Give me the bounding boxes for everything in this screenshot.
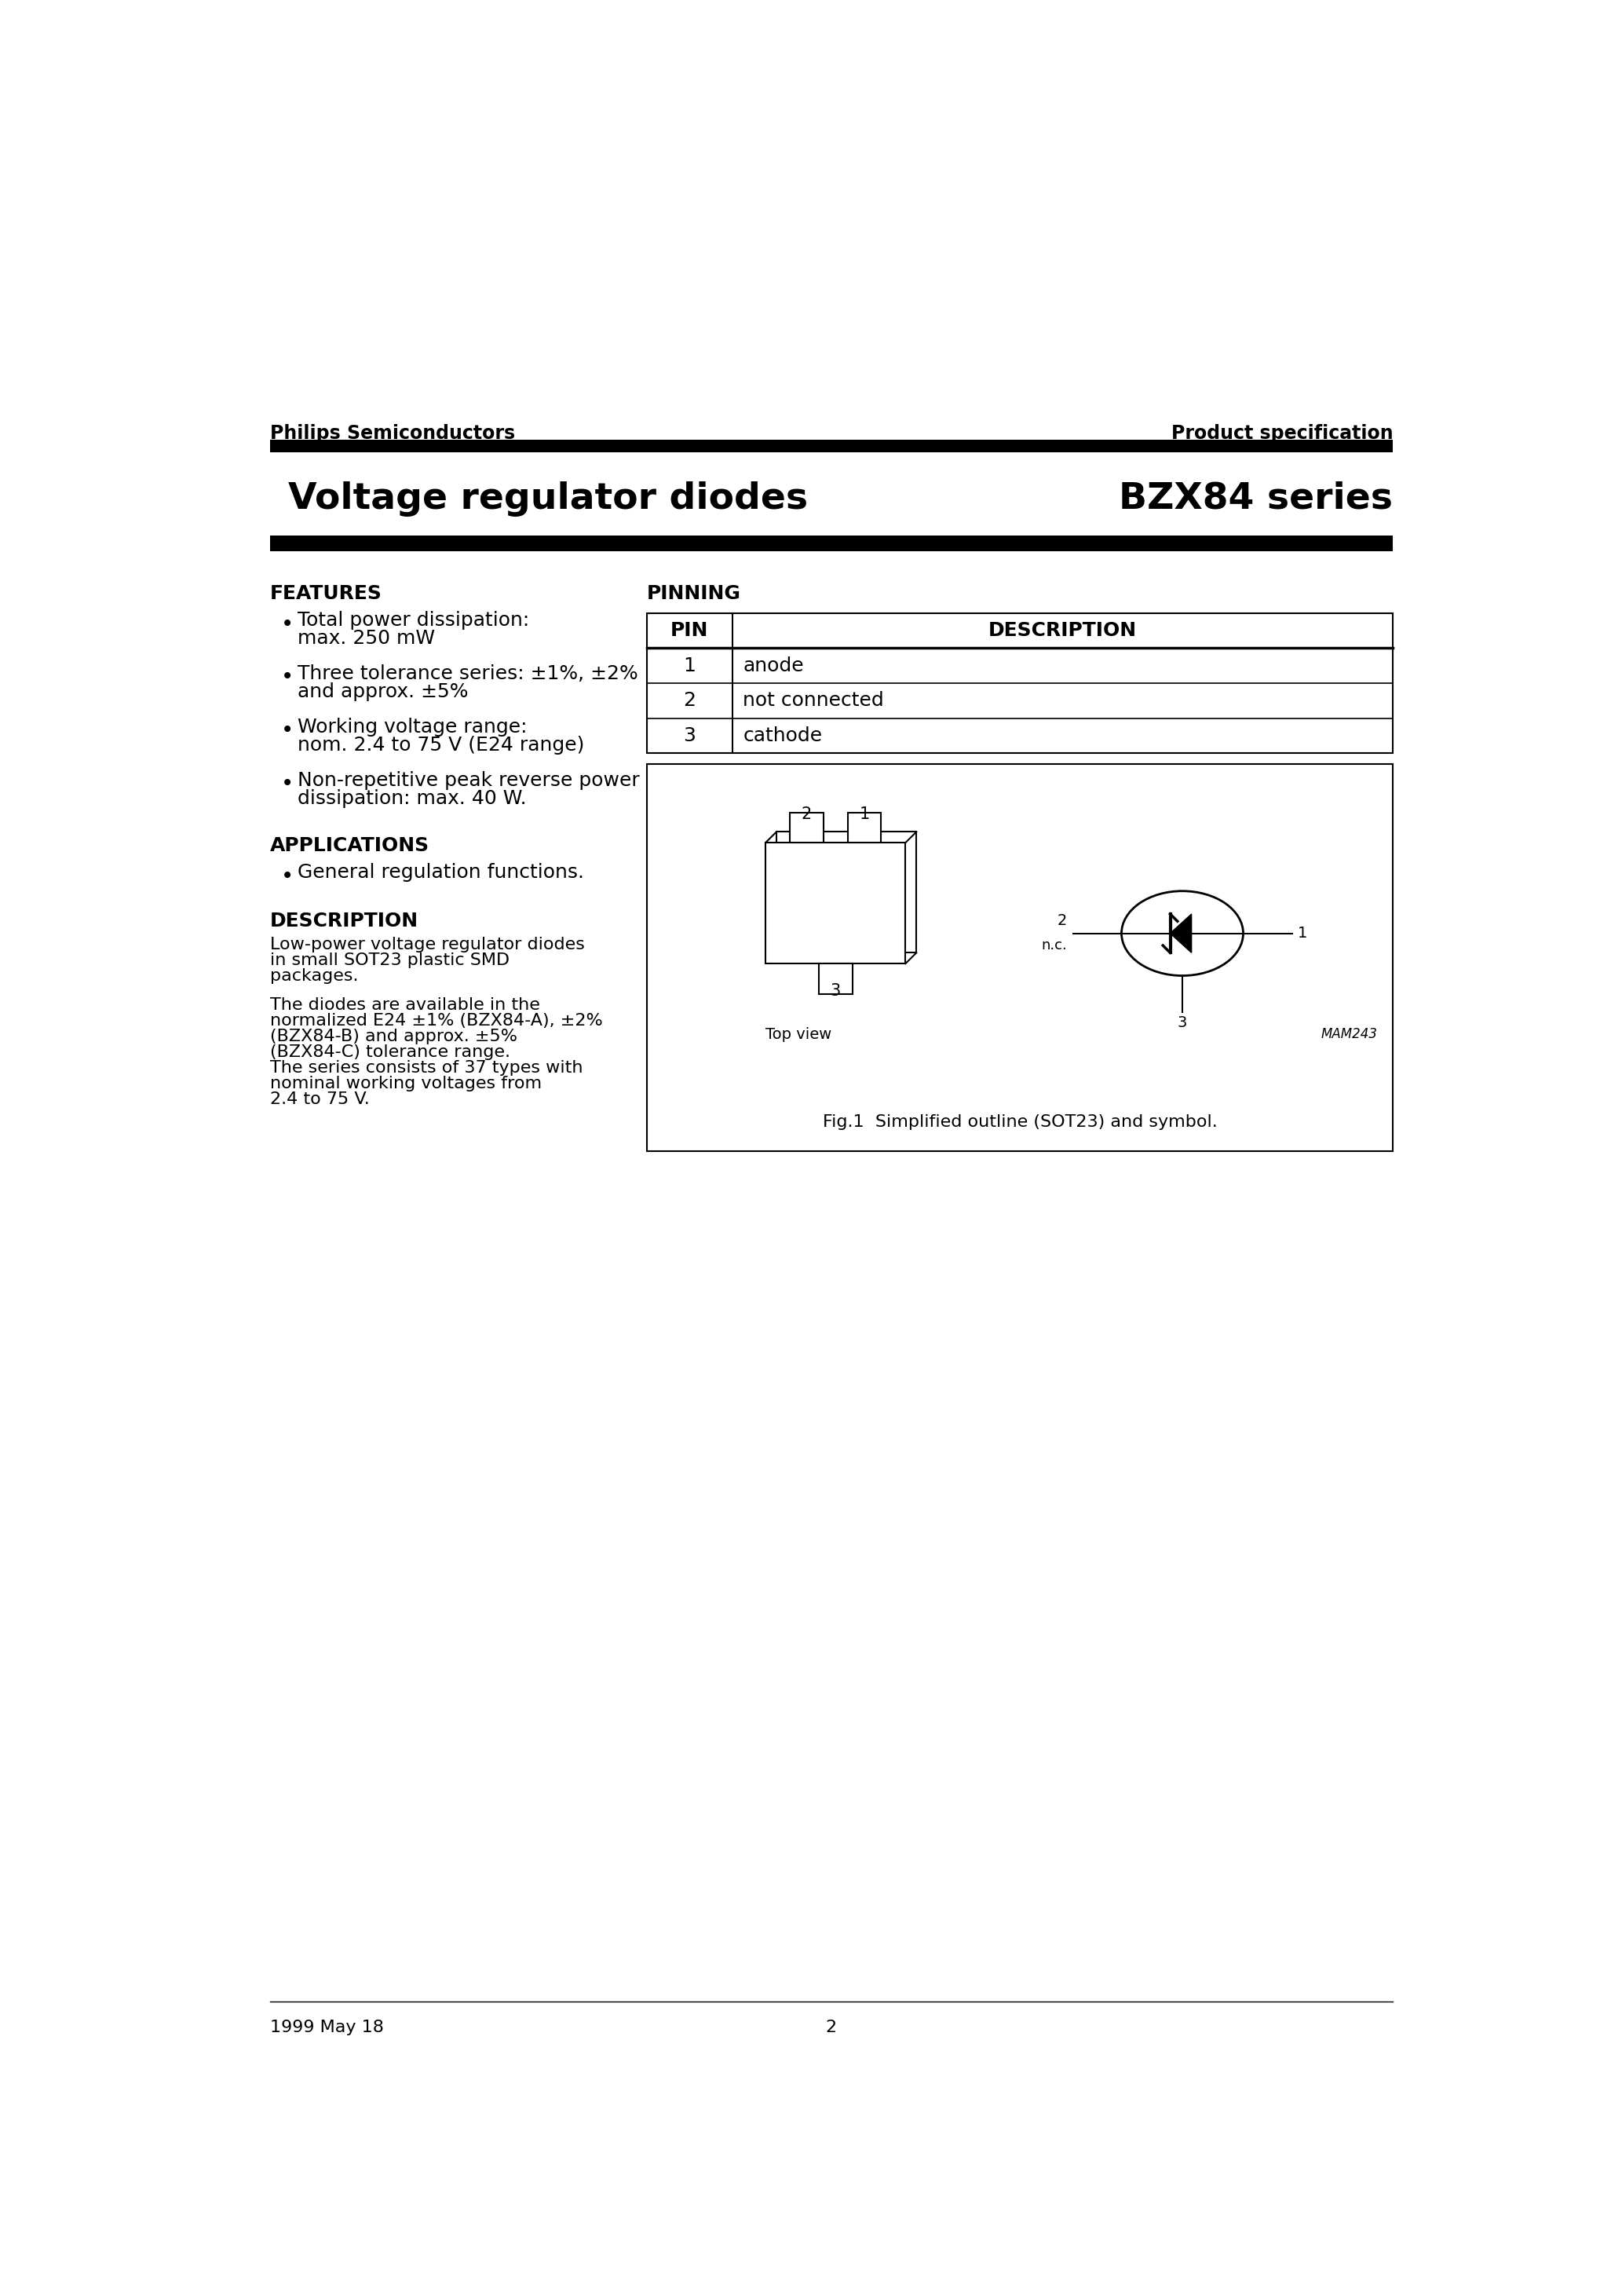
Text: Philips Semiconductors: Philips Semiconductors bbox=[269, 425, 514, 443]
Text: 2.4 to 75 V.: 2.4 to 75 V. bbox=[269, 1093, 370, 1107]
Text: BZX84 series: BZX84 series bbox=[1119, 482, 1393, 517]
Bar bbox=[269, 441, 1393, 452]
Text: APPLICATIONS: APPLICATIONS bbox=[269, 836, 430, 854]
Text: 3: 3 bbox=[830, 983, 840, 999]
Text: The series consists of 37 types with: The series consists of 37 types with bbox=[269, 1061, 582, 1077]
Text: nominal working voltages from: nominal working voltages from bbox=[269, 1077, 542, 1091]
Bar bbox=[790, 813, 824, 843]
Text: Total power dissipation:: Total power dissipation: bbox=[298, 611, 529, 629]
Text: •: • bbox=[281, 613, 294, 636]
Text: nom. 2.4 to 75 V (E24 range): nom. 2.4 to 75 V (E24 range) bbox=[298, 735, 584, 755]
Text: FEATURES: FEATURES bbox=[269, 583, 381, 604]
Text: Product specification: Product specification bbox=[1171, 425, 1393, 443]
Text: PIN: PIN bbox=[670, 620, 709, 641]
Text: 2: 2 bbox=[801, 806, 813, 822]
Bar bbox=[848, 813, 881, 843]
Text: •: • bbox=[281, 866, 294, 886]
Text: The diodes are available in the: The diodes are available in the bbox=[269, 996, 540, 1013]
Bar bbox=[819, 964, 852, 994]
Text: 1: 1 bbox=[1298, 925, 1307, 941]
Bar bbox=[647, 613, 1393, 753]
Bar bbox=[766, 843, 905, 964]
Text: DESCRIPTION: DESCRIPTION bbox=[269, 912, 418, 930]
Text: Low-power voltage regulator diodes: Low-power voltage regulator diodes bbox=[269, 937, 584, 953]
Bar bbox=[647, 765, 1393, 1150]
Polygon shape bbox=[1169, 914, 1192, 953]
Text: •: • bbox=[281, 719, 294, 742]
Text: Three tolerance series: ±1%, ±2%: Three tolerance series: ±1%, ±2% bbox=[298, 664, 637, 684]
Text: PINNING: PINNING bbox=[647, 583, 741, 604]
Text: in small SOT23 plastic SMD: in small SOT23 plastic SMD bbox=[269, 953, 509, 969]
Text: and approx. ±5%: and approx. ±5% bbox=[298, 682, 469, 700]
Text: Top view: Top view bbox=[766, 1026, 832, 1042]
Text: 1: 1 bbox=[860, 806, 869, 822]
Text: max. 250 mW: max. 250 mW bbox=[298, 629, 435, 647]
Text: 3: 3 bbox=[683, 726, 696, 746]
Text: (BZX84-C) tolerance range.: (BZX84-C) tolerance range. bbox=[269, 1045, 509, 1061]
Text: 1: 1 bbox=[683, 657, 696, 675]
Text: 3: 3 bbox=[1178, 1015, 1187, 1031]
Text: MAM243: MAM243 bbox=[1322, 1026, 1377, 1040]
Bar bbox=[777, 831, 916, 953]
Text: packages.: packages. bbox=[269, 969, 358, 985]
Text: DESCRIPTION: DESCRIPTION bbox=[988, 620, 1137, 641]
Text: Voltage regulator diodes: Voltage regulator diodes bbox=[289, 482, 808, 517]
Text: anode: anode bbox=[743, 657, 805, 675]
Text: n.c.: n.c. bbox=[1041, 939, 1067, 953]
Text: General regulation functions.: General regulation functions. bbox=[298, 863, 584, 882]
Bar bbox=[269, 535, 1393, 551]
Text: not connected: not connected bbox=[743, 691, 884, 709]
Text: Non-repetitive peak reverse power: Non-repetitive peak reverse power bbox=[298, 771, 639, 790]
Text: dissipation: max. 40 W.: dissipation: max. 40 W. bbox=[298, 790, 527, 808]
Text: Fig.1  Simplified outline (SOT23) and symbol.: Fig.1 Simplified outline (SOT23) and sym… bbox=[822, 1114, 1216, 1130]
Text: 2: 2 bbox=[826, 2020, 837, 2037]
Text: 1999 May 18: 1999 May 18 bbox=[269, 2020, 383, 2037]
Text: •: • bbox=[281, 666, 294, 689]
Text: normalized E24 ±1% (BZX84-A), ±2%: normalized E24 ±1% (BZX84-A), ±2% bbox=[269, 1013, 602, 1029]
Text: (BZX84-B) and approx. ±5%: (BZX84-B) and approx. ±5% bbox=[269, 1029, 517, 1045]
Text: cathode: cathode bbox=[743, 726, 822, 746]
Text: 2: 2 bbox=[1058, 914, 1067, 928]
Text: •: • bbox=[281, 771, 294, 794]
Text: Working voltage range:: Working voltage range: bbox=[298, 716, 527, 737]
Text: 2: 2 bbox=[683, 691, 696, 709]
